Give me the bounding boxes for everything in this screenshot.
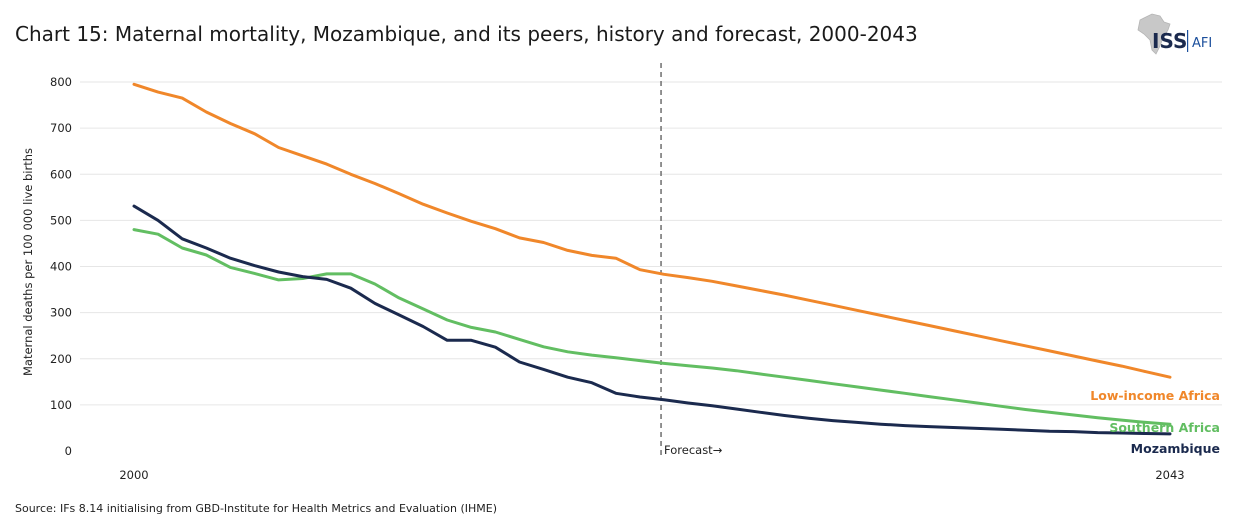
series-line-low-income-africa	[132, 82, 1172, 379]
chart-title: Chart 15: Maternal mortality, Mozambique…	[15, 22, 918, 46]
y-tick-label-600: 600	[50, 167, 72, 181]
y-tick-label-300: 300	[50, 306, 72, 320]
series-lines	[132, 82, 1172, 436]
series-line-mozambique	[132, 204, 1172, 436]
y-tick-label-200: 200	[50, 352, 72, 366]
logo-divider	[1187, 30, 1189, 52]
logo-iss-text: ISS	[1152, 29, 1187, 53]
series-label-southern-africa: Southern Africa	[1109, 420, 1220, 435]
y-tick-label-700: 700	[50, 121, 72, 135]
logo-afi-text: AFI	[1192, 36, 1212, 51]
y-tick-label-500: 500	[50, 213, 72, 227]
gridlines	[80, 81, 1222, 406]
y-tick-label-400: 400	[50, 260, 72, 274]
y-tick-label-800: 800	[50, 75, 72, 89]
y-tick-label-0: 0	[65, 444, 72, 458]
y-tick-label-100: 100	[50, 398, 72, 412]
y-axis-label: Maternal deaths per 100 000 live births	[21, 148, 35, 376]
series-label-low-income-africa: Low-income Africa	[1090, 388, 1220, 403]
y-axis: 0 100 200 300 400 500 600 700 800	[50, 75, 72, 458]
x-tick-label-2000: 2000	[119, 468, 148, 482]
line-chart: 0 100 200 300 400 500 600 700 800 Maternal death…	[21, 63, 1222, 482]
x-tick-label-2043: 2043	[1155, 468, 1184, 482]
source-note: Source: IFs 8.14 initialising from GBD-I…	[15, 502, 498, 515]
africa-map-icon	[1137, 13, 1171, 55]
iss-afi-logo: ISS AFI	[1130, 10, 1220, 58]
forecast-label: Forecast→	[664, 443, 723, 457]
series-line-southern-africa	[132, 228, 1172, 426]
series-label-mozambique: Mozambique	[1131, 441, 1220, 456]
series-labels: Low-income Africa Southern Africa Mozambiq…	[1090, 388, 1220, 456]
x-axis: 2000 2043	[119, 468, 1184, 482]
